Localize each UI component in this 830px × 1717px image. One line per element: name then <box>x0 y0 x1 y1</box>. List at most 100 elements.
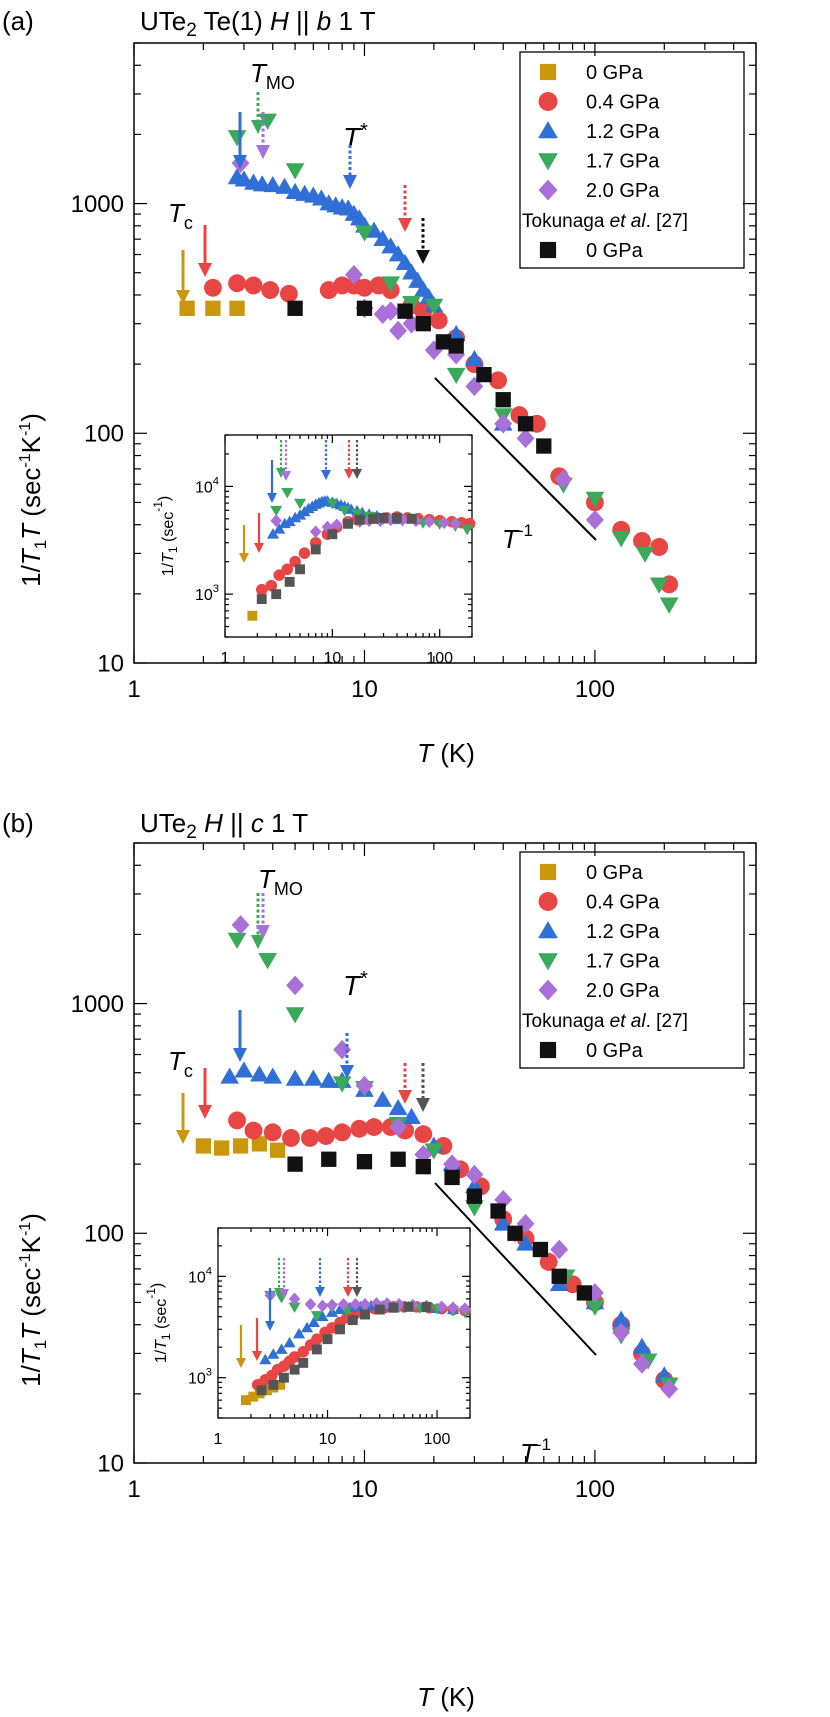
data-point <box>585 1299 605 1316</box>
data-point <box>550 1239 569 1260</box>
tstar-arrow-head <box>416 250 430 264</box>
data-point <box>424 1143 444 1160</box>
data-point <box>495 392 511 408</box>
data-point <box>395 253 415 271</box>
inset-data-point <box>309 525 322 538</box>
tc-arrow-head <box>198 263 212 277</box>
inset-y-axis-label: 1/T1 (sec-1) <box>144 1283 173 1363</box>
legend-label: 1.2 GPa <box>586 121 660 143</box>
data-point <box>261 281 280 300</box>
inset-data-point <box>271 589 282 600</box>
tc-label: Tc <box>168 198 193 233</box>
data-point <box>415 316 431 332</box>
data-point <box>389 320 408 341</box>
x-tick-label: 1 <box>214 1431 223 1448</box>
data-point <box>446 367 466 384</box>
data-point <box>659 597 679 614</box>
panel-title: UTe2 Te(1) H || b 1 T <box>140 6 376 41</box>
legend-label: 1.7 GPa <box>586 951 660 973</box>
tmo-label: TMO <box>250 58 295 93</box>
inset-data-point <box>449 517 462 531</box>
data-point <box>476 366 492 383</box>
legend-label: 0.4 GPa <box>586 92 660 114</box>
inset-arrow-head <box>267 493 277 503</box>
data-point <box>228 1111 246 1130</box>
inset-data-point <box>255 583 268 596</box>
data-point <box>373 304 392 324</box>
inset-data-point <box>421 1301 432 1312</box>
inset-data-point <box>248 1391 259 1402</box>
data-point <box>516 428 535 449</box>
inset-data-point <box>359 1297 371 1311</box>
y-tick-label: 10 <box>97 1450 124 1477</box>
inset-data-point <box>300 1321 314 1333</box>
inset-arrow-head <box>352 1287 362 1297</box>
inset-data-point <box>311 1333 323 1345</box>
y-tick-label: 103 <box>195 583 219 604</box>
data-point <box>448 338 464 354</box>
legend-label: 0 GPa <box>586 1040 644 1062</box>
data-point <box>539 1253 558 1271</box>
data-point <box>355 225 374 242</box>
data-point <box>466 1188 483 1204</box>
series <box>287 1151 593 1301</box>
x-tick-label: 1 <box>127 676 140 703</box>
tmo-arrow-head <box>251 120 265 134</box>
inset-data-point <box>406 513 417 524</box>
inset-data-point <box>268 1379 279 1390</box>
x-tick-label: 100 <box>575 1476 615 1503</box>
inset-data-point <box>316 1310 329 1322</box>
tstar-arrow-head <box>343 175 357 189</box>
data-point <box>287 1156 303 1172</box>
inset-data-point <box>365 1299 378 1311</box>
inset-arrow-head <box>343 1287 353 1297</box>
x-axis-label: T (K) <box>417 1682 475 1712</box>
inset-data-point <box>278 1372 289 1383</box>
data-point <box>649 577 669 594</box>
x-tick-label: 10 <box>351 1476 378 1503</box>
inset-data-point <box>241 1395 251 1406</box>
inset-data-point <box>310 1311 323 1322</box>
data-point <box>490 1203 506 1219</box>
data-point <box>443 1154 462 1174</box>
data-point <box>285 1069 305 1086</box>
legend-label: 2.0 GPa <box>586 980 660 1002</box>
data-point <box>446 324 466 341</box>
inset-data-point <box>347 1315 358 1326</box>
inset-data-point <box>266 528 280 539</box>
inset-data-point <box>316 1299 329 1313</box>
x-tick-label: 1 <box>221 650 230 667</box>
data-point <box>388 245 408 262</box>
data-point <box>356 300 373 316</box>
inset-data-point <box>378 512 389 523</box>
inset-data-point <box>337 1297 350 1311</box>
inset-data-point <box>403 1301 414 1312</box>
legend-label: 1.7 GPa <box>586 151 660 173</box>
tmo-arrow-head <box>233 1048 247 1062</box>
tmo-arrow-head <box>233 155 247 169</box>
legend-marker <box>538 121 558 139</box>
data-point <box>227 130 247 147</box>
legend-marker <box>538 953 558 971</box>
slope-label: T-1 <box>520 1435 551 1468</box>
data-point <box>279 284 298 303</box>
data-point <box>203 278 222 297</box>
data-point <box>402 1107 421 1125</box>
inset-data-point <box>423 515 436 529</box>
y-tick-label: 10 <box>97 650 124 677</box>
inset-arrow-head <box>239 553 249 563</box>
data-point <box>319 1071 339 1088</box>
inset-data-point <box>283 1336 296 1348</box>
data-point <box>275 177 294 194</box>
y-tick-label: 103 <box>188 1367 212 1388</box>
data-point <box>415 1159 431 1175</box>
legend-reference: Tokunaga et al. [27] <box>522 211 688 232</box>
inset-data-point <box>298 547 311 559</box>
y-tick-label: 1000 <box>71 991 124 1018</box>
data-point <box>650 538 669 556</box>
y-axis-label: 1/T1T (sec-1K-1) <box>16 413 50 587</box>
plot-frame <box>133 42 757 664</box>
tstar-label: T* <box>343 968 368 1001</box>
